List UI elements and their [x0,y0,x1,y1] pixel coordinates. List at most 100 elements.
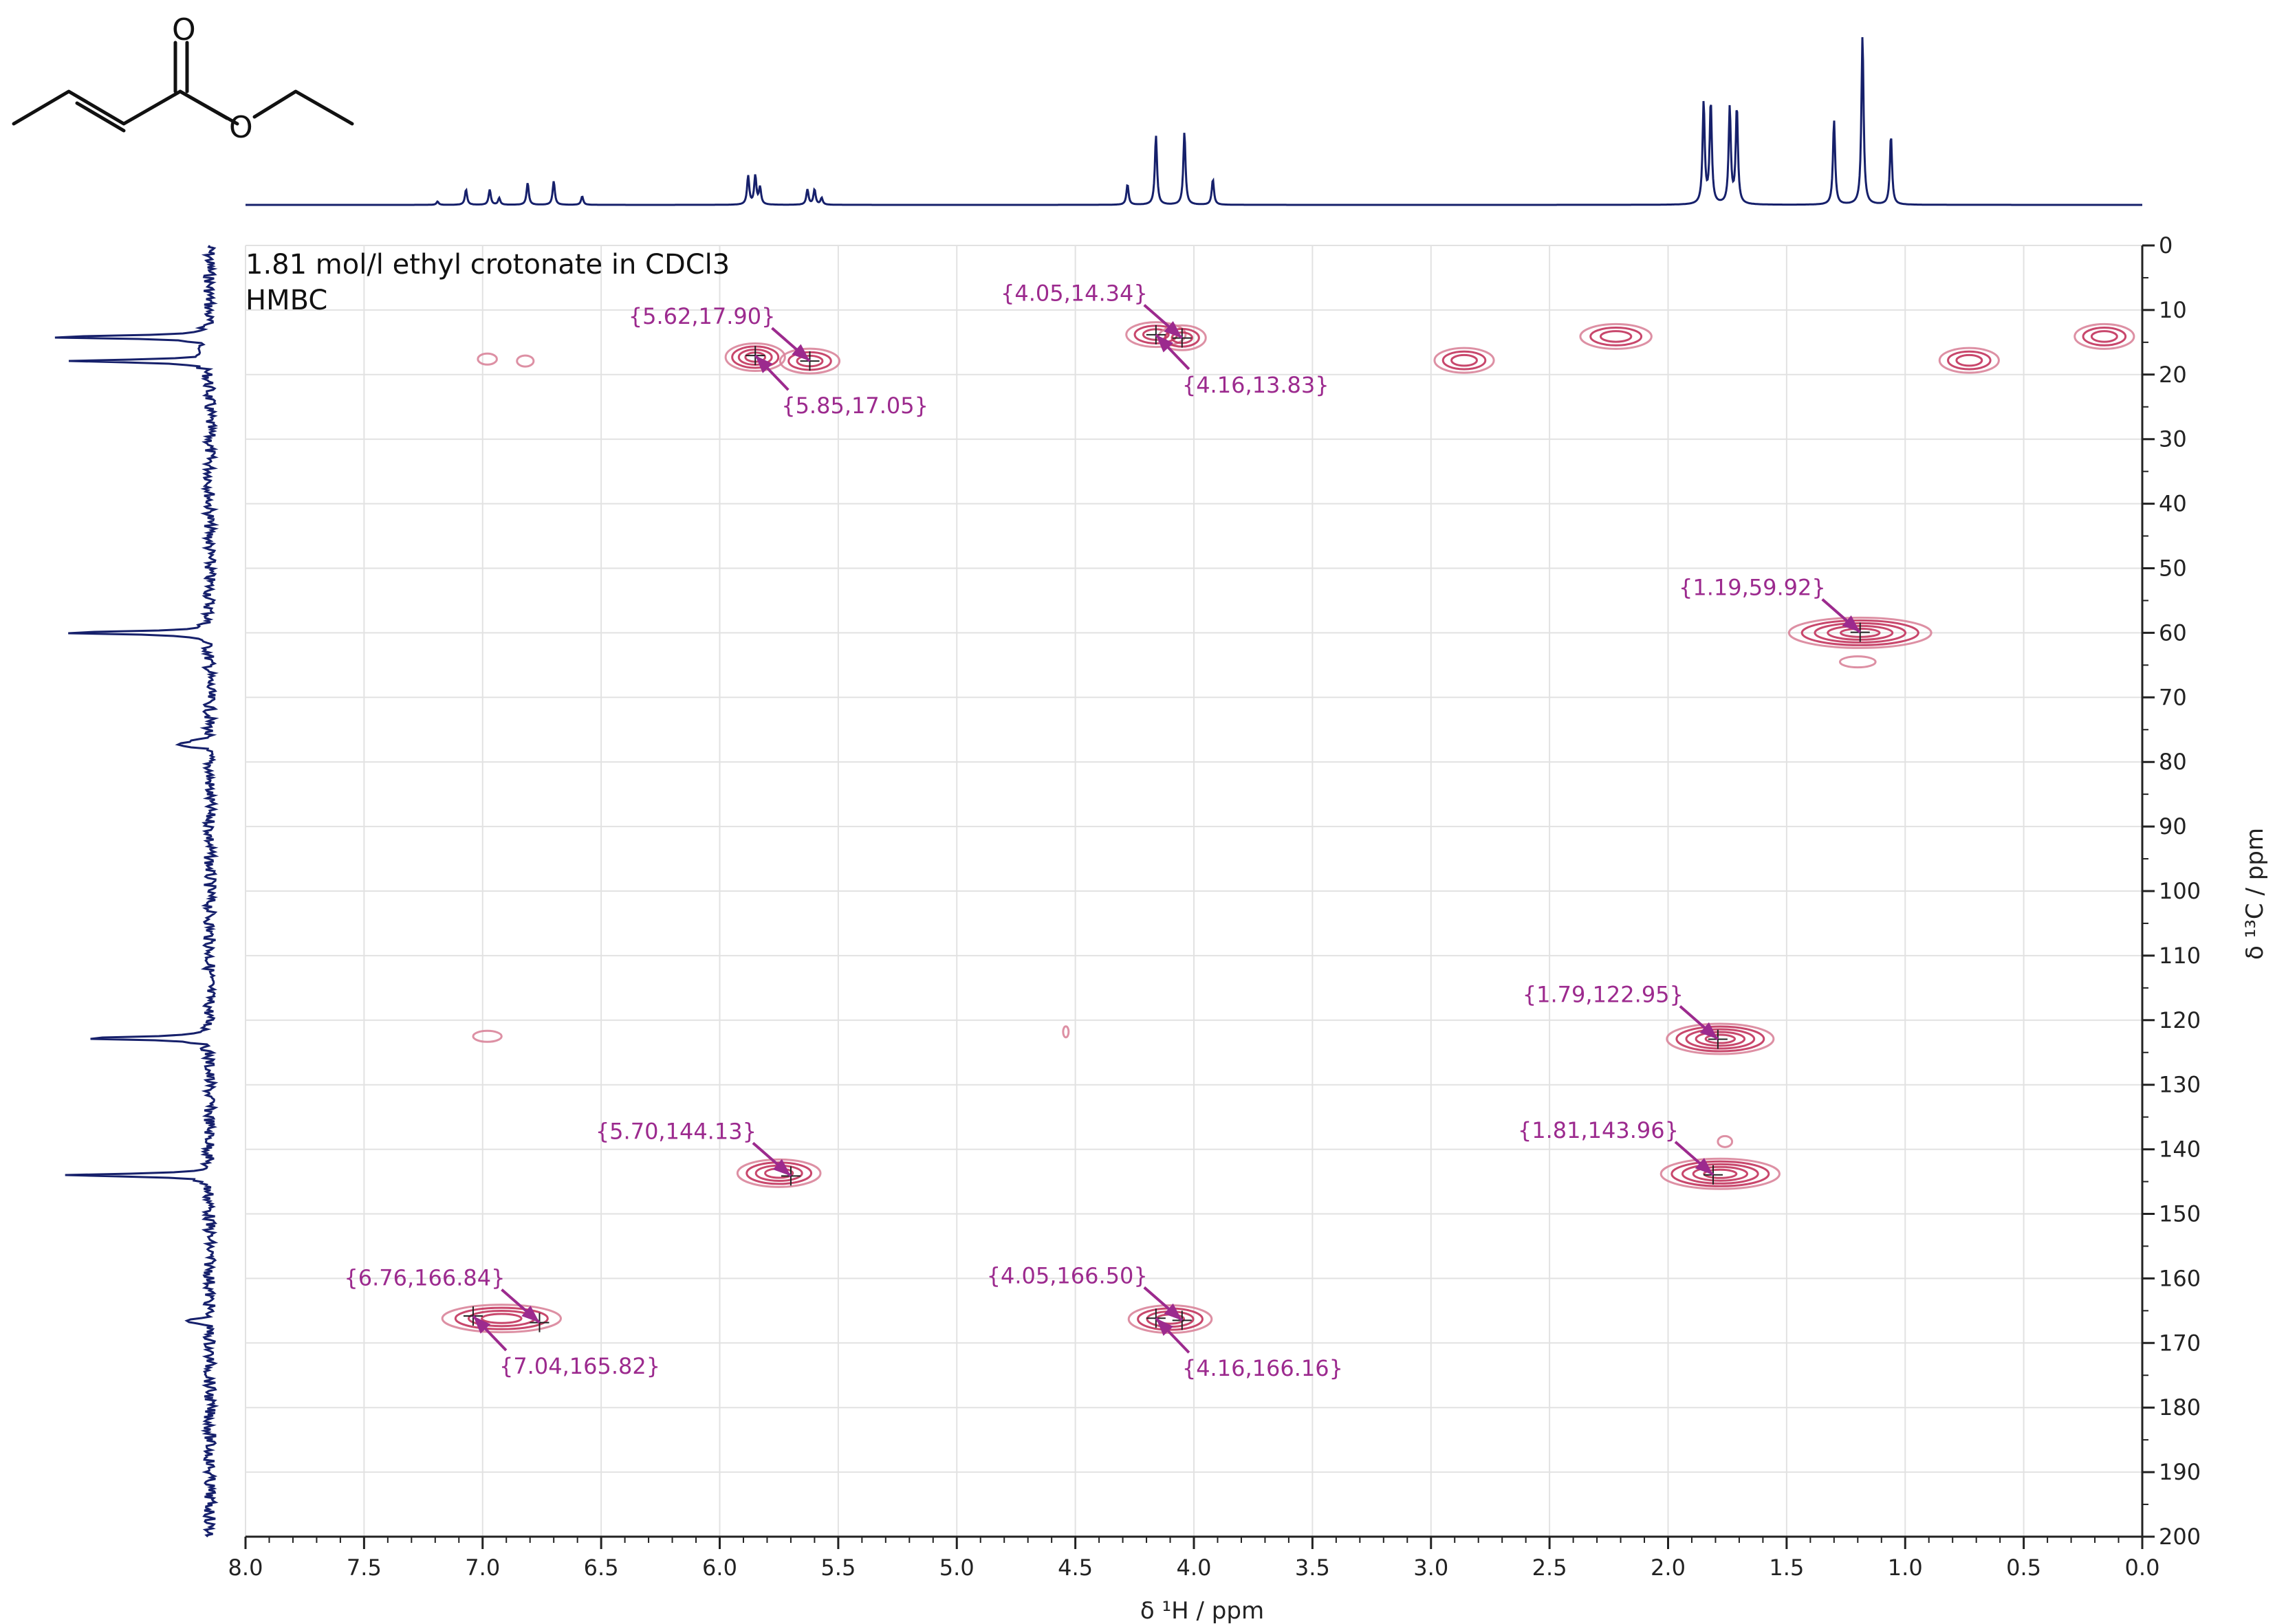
hmbc-cross-peak [2082,327,2127,347]
h1-projection-trace [246,37,2142,206]
hmbc-cross-peak [779,347,841,375]
x-tick-label: 7.5 [347,1555,382,1581]
x-tick-label: 4.0 [1177,1555,1212,1581]
c13-projection-spectrum [54,245,219,1538]
annotation-label: {6.76,166.84} [344,1265,505,1291]
carbonyl-oxygen-label: O [172,12,196,47]
hmbc-cross-peak [1717,1134,1734,1148]
h1-projection-spectrum [246,37,2142,206]
hmbc-cross-peak [1659,1157,1781,1190]
y-tick-label: 40 [2159,491,2187,517]
annotation-label: {5.70,144.13} [596,1118,756,1144]
hmbc-cross-peak [1125,321,1187,349]
hmbc-cross-peak [1450,353,1478,367]
x-tick-label: 0.5 [2006,1555,2041,1581]
annotation-label: {7.04,165.82} [499,1353,660,1379]
hmbc-cross-peak [1695,1031,1746,1047]
annotation-label: {4.16,13.83} [1182,372,1329,398]
x-axis-title: δ ¹H / ppm [1140,1597,1264,1624]
x-tick-label: 6.5 [584,1555,619,1581]
hmbc-cross-peak [1685,1028,1756,1050]
hmbc-cross-peak [454,1306,549,1330]
molecule-structure: O O [12,12,354,145]
hmbc-cross-peak [516,354,535,368]
annotation-arrowhead [772,1159,791,1176]
hmbc-cross-peak [1433,347,1495,374]
annotation-label: {4.05,14.34} [1001,281,1148,307]
y-axis-title: δ ¹³C / ppm [2241,828,2269,960]
hmbc-cross-peak [1703,1168,1738,1179]
x-tick-label: 3.5 [1295,1555,1330,1581]
hmbc-cross-peak [1599,330,1633,343]
annotation-arrowhead [792,344,810,362]
annotation-label: {5.62,17.90} [629,303,776,329]
annotation-label: {1.79,122.95} [1523,982,1684,1008]
hmbc-cross-peak [1681,1163,1759,1185]
annotation-arrowhead [1164,1303,1182,1321]
x-tick-label: 2.5 [1532,1555,1567,1581]
annotation-arrowhead [472,1316,491,1334]
hmbc-cross-peak [1579,322,1653,350]
x-tick-label: 5.0 [939,1555,975,1581]
annotation-label: {1.19,59.92} [1679,575,1826,601]
hmbc-cross-peak [2073,322,2135,350]
y-tick-label: 80 [2159,749,2187,775]
contour-layer [441,321,2135,1335]
x-tick-label: 2.0 [1651,1555,1686,1581]
y-tick-label: 130 [2159,1072,2201,1098]
y-tick-label: 20 [2159,362,2187,388]
annotation-layer: {5.62,17.90} {5.85,17.05} {4.05,14.34} {4.1… [344,281,1870,1381]
x-tick-label: 5.5 [820,1555,856,1581]
y-tick-label: 190 [2159,1459,2201,1485]
annotation-arrowhead [755,355,773,373]
x-tick-label: 3.0 [1413,1555,1448,1581]
y-tick-label: 200 [2159,1524,2201,1550]
y-tick-label: 110 [2159,943,2201,969]
hmbc-cross-peak [1947,350,1992,371]
y-tick-label: 90 [2159,813,2187,840]
annotation-label: {4.05,166.50} [987,1262,1148,1288]
y-tick-label: 50 [2159,556,2187,582]
annotation-label: {1.81,143.96} [1518,1117,1679,1143]
y-tick-label: 140 [2159,1137,2201,1163]
annotation-arrowhead [1155,334,1174,353]
hmbc-cross-peak [477,352,498,366]
hmbc-cross-peak [1938,347,2000,374]
hmbc-cross-peak [1838,655,1877,669]
annotation-arrowhead [1155,1318,1174,1336]
x-tick-label: 0.0 [2125,1555,2160,1581]
sample-label: 1.81 mol/l ethyl crotonate in CDCl3 [246,249,730,281]
y-tick-label: 160 [2159,1265,2201,1291]
y-tick-label: 150 [2159,1201,2201,1227]
hmbc-cross-peak [1800,619,1919,646]
x-tick-label: 7.0 [465,1555,500,1581]
hmbc-cross-peak [1670,1160,1770,1187]
annotation-arrowhead [1699,1022,1718,1040]
hmbc-cross-peak [736,1158,822,1188]
hmbc-cross-peak [724,342,786,372]
hmbc-cross-peak [1666,1022,1775,1055]
y-tick-label: 120 [2159,1007,2201,1033]
annotation-label: {4.16,166.16} [1182,1355,1343,1381]
hmbc-cross-peak [2090,330,2118,343]
annotation-arrowhead [1842,615,1860,633]
annotation-arrowhead [1695,1158,1714,1175]
x-tick-label: 4.5 [1058,1555,1093,1581]
y-tick-label: 180 [2159,1394,2201,1420]
axes: 8.0 7.5 7.0 6.5 6.0 5.5 5.0 4.5 4.0 3.5 3.0 2.5 2.0 1… [228,232,2201,1581]
hmbc-cross-peak [1441,350,1487,371]
y-tick-label: 30 [2159,426,2187,452]
x-tick-label: 6.0 [702,1555,737,1581]
grid [245,245,2143,1537]
hmbc-cross-peak [1675,1025,1765,1053]
hmbc-cross-peak [481,1313,523,1324]
hmbc-cross-peak [1955,353,1983,367]
hmbc-cross-peak [1787,616,1933,649]
y-tick-label: 100 [2159,878,2201,904]
y-tick-label: 10 [2159,297,2187,323]
annotation-label: {5.85,17.05} [781,393,928,419]
annotation-arrowhead [521,1305,540,1323]
x-tick-label: 1.0 [1888,1555,1923,1581]
hmbc-cross-peak [1704,1033,1737,1044]
